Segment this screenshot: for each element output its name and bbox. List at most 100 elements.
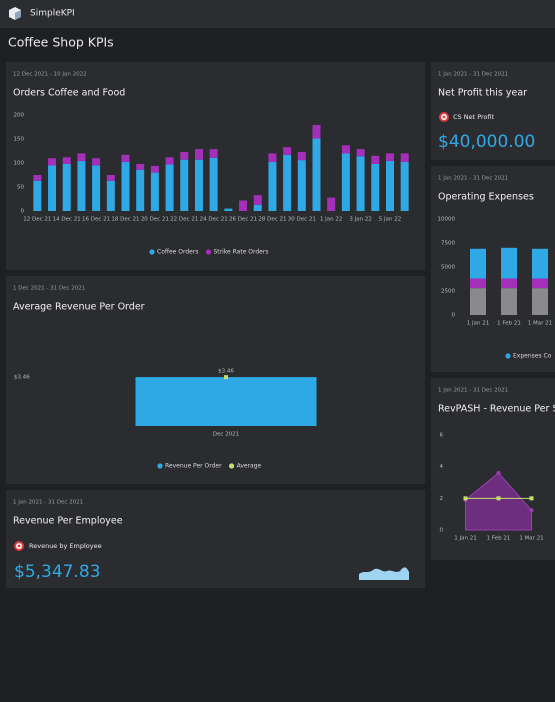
legend-label: Coffee Orders (157, 249, 198, 256)
bar (106, 180, 115, 211)
bar (283, 147, 292, 155)
x-tick-label: 14 Dec 21 (53, 217, 81, 223)
area (465, 472, 532, 531)
x-tick-label: 16 Dec 21 (82, 217, 110, 223)
bar (194, 149, 203, 160)
bar (194, 159, 203, 211)
bar (327, 197, 336, 211)
bar (121, 154, 130, 163)
legend-label: Expenses Co (513, 353, 552, 360)
x-tick-label: 12 Dec 21 (23, 217, 51, 223)
x-tick-label: 1 Feb 21 (497, 321, 521, 327)
bar (532, 288, 548, 315)
bar (400, 162, 409, 211)
x-tick-label: 30 Dec 21 (288, 217, 316, 223)
bar (77, 161, 86, 211)
date-range: 1 Dec 2021 - 31 Dec 2021 (13, 286, 85, 292)
y-tick-label: 50 (17, 185, 24, 191)
bar (385, 161, 394, 211)
panel (6, 490, 425, 588)
x-tick-label: 24 Dec 21 (200, 217, 228, 223)
chart-title: Operating Expenses (438, 192, 534, 203)
brand[interactable]: SimpleKPI (30, 9, 75, 19)
sparkline (359, 567, 409, 580)
legend-label: Revenue Per Order (165, 463, 222, 470)
legend-label: Average (237, 463, 262, 470)
date-range: 1 Jan 2021 - 31 Dec 2021 (13, 500, 83, 506)
y-tick-label: 5000 (441, 265, 455, 271)
legend-swatch (205, 249, 212, 255)
bar (501, 247, 517, 279)
legend-swatch (505, 353, 511, 359)
bar (150, 165, 159, 173)
bar (62, 157, 71, 164)
date-range: 12 Dec 2021 - 10 Jan 2022 (13, 72, 87, 78)
bar (92, 158, 101, 166)
bar (312, 125, 321, 139)
bar (356, 149, 365, 157)
y-tick-label: 10000 (438, 217, 456, 223)
bar (470, 278, 486, 289)
legend-swatch (228, 463, 235, 469)
metric-icon (439, 112, 449, 122)
x-tick-label: 1 Mar 21 (528, 321, 552, 327)
legend-swatch (157, 463, 163, 469)
y-tick-label: 0 (21, 209, 25, 215)
bar (180, 151, 189, 160)
point (529, 508, 534, 513)
logo[interactable] (9, 7, 21, 20)
bar (341, 153, 350, 211)
y-tick-label: 200 (14, 113, 25, 119)
bar (501, 278, 517, 289)
y-tick-label: 100 (14, 161, 25, 167)
bar (180, 159, 189, 211)
bar (165, 164, 174, 211)
chart-title: Orders Coffee and Food (13, 88, 125, 99)
bar (253, 195, 262, 205)
chart-title: Average Revenue Per Order (13, 302, 145, 313)
bar (356, 156, 365, 211)
bar (268, 162, 277, 211)
y-tick-label: 2500 (441, 289, 455, 295)
card-title: Net Profit this year (438, 88, 527, 99)
bar (268, 153, 277, 163)
bar (371, 155, 380, 164)
kpi-value: $5,347.83 (14, 562, 101, 582)
x-tick-label: 26 Dec 21 (229, 217, 257, 223)
card-title: Revenue Per Employee (13, 516, 123, 527)
x-tick-label: 1 Jan 22 (320, 217, 342, 223)
bar (92, 165, 101, 211)
date-range: 1 Jan 2021 - 31 Dec 2021 (438, 176, 508, 182)
metric-name: CS Net Profit (453, 113, 495, 121)
bar (312, 138, 321, 211)
date-range: 1 Jan 2021 - 31 Dec 2021 (438, 72, 508, 78)
x-tick-label: 22 Dec 21 (170, 217, 198, 223)
bar (33, 180, 42, 211)
x-tick-label: 1 Jan 21 (467, 321, 489, 327)
metric-name: Revenue by Employee (29, 542, 102, 550)
bar (532, 278, 548, 289)
bar (385, 153, 394, 162)
bar (224, 208, 233, 211)
bar (297, 160, 306, 211)
bar (165, 157, 174, 165)
x-tick-label: Dec 2021 (213, 432, 239, 438)
point (496, 471, 501, 475)
bar (297, 151, 306, 161)
bar (77, 153, 86, 162)
bar (135, 377, 317, 426)
marker (463, 496, 468, 501)
x-tick-label: 1 Mar 21 (519, 536, 543, 542)
y-tick-label: 4 (440, 464, 444, 470)
marker (529, 496, 534, 501)
kpi-value: $40,000.00 (438, 132, 535, 152)
bar (136, 163, 145, 170)
bar (470, 248, 486, 279)
x-tick-label: 1 Jan 21 (454, 536, 476, 542)
bar (209, 149, 218, 158)
bar (400, 153, 409, 163)
x-tick-label: 20 Dec 21 (141, 217, 169, 223)
date-range: 1 Jan 2021 - 31 Dec 2021 (438, 388, 508, 394)
bar (532, 248, 548, 279)
